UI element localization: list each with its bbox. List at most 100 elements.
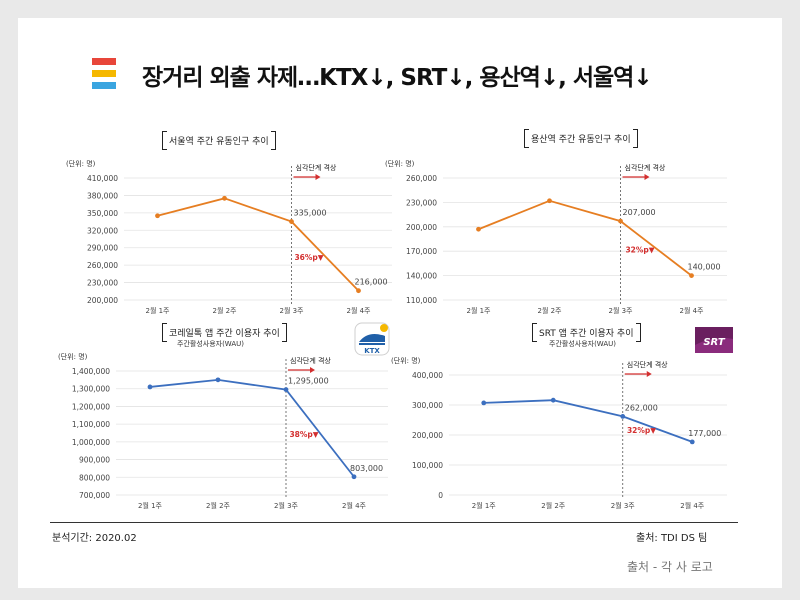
- chart-3-subtitle: 주간활성사용자(WAU): [177, 340, 244, 348]
- y-tick-label: 200,000: [406, 223, 437, 232]
- unit-label: (단위: 명): [385, 159, 415, 168]
- unit-label: (단위: 명): [391, 356, 421, 365]
- change-label: 36%p▼: [294, 253, 323, 262]
- alert-marker-label: 심각단계 격상: [625, 163, 666, 172]
- data-label: 803,000: [350, 464, 383, 473]
- alert-arrow-head: [310, 367, 315, 373]
- ktx-icon-text: KTX: [364, 347, 380, 355]
- alert-arrow-head: [644, 174, 650, 180]
- data-label: 262,000: [625, 403, 658, 412]
- data-point: [689, 273, 694, 278]
- seoul-station-chart: (단위: 명) 200,000 230,000 260,000 290,000 320,0…: [66, 159, 392, 315]
- y-tick-label: 170,000: [406, 247, 437, 256]
- series-line: [149, 378, 355, 478]
- data-point: [351, 474, 357, 480]
- y-tick-label: 260,000: [406, 174, 437, 183]
- y-tick-label: 300,000: [412, 401, 443, 410]
- y-tick-label: 0: [438, 491, 443, 500]
- y-tick-label: 290,000: [87, 244, 118, 253]
- x-tick-label: 2월 2주: [206, 501, 231, 510]
- chart-3-title: 코레일톡 앱 주간 이용자 추이: [162, 323, 287, 342]
- data-label: 177,000: [688, 429, 721, 438]
- yongsan-station-chart: (단위: 명) 110,000 140,000 170,000 200,000 230,0…: [385, 159, 727, 315]
- logo-bar-yellow: [92, 70, 116, 77]
- unit-label: (단위: 명): [58, 352, 88, 361]
- alert-marker-label: 심각단계 격상: [290, 356, 331, 365]
- x-tick-label: 2월 1주: [466, 306, 491, 315]
- data-point: [620, 414, 626, 419]
- data-point: [689, 439, 695, 445]
- alert-marker-label: 심각단계 격상: [627, 360, 668, 369]
- data-label: 1,295,000: [288, 377, 329, 386]
- y-tick-label: 700,000: [79, 491, 110, 500]
- x-tick-label: 2월 4주: [346, 306, 371, 315]
- x-tick-label: 2월 4주: [679, 306, 704, 315]
- data-point: [356, 288, 361, 294]
- change-label: 32%p▼: [625, 245, 654, 254]
- ktx-app-icon: KTX: [354, 322, 390, 356]
- y-tick-label: 230,000: [406, 198, 437, 207]
- y-tick-label: 1,000,000: [72, 438, 110, 447]
- y-tick-label: 140,000: [406, 272, 437, 281]
- data-label: 216,000: [355, 278, 388, 287]
- y-tick-label: 350,000: [87, 209, 118, 218]
- srt-app-icon: SRT: [695, 327, 733, 353]
- data-point: [289, 219, 294, 224]
- series-line: [483, 399, 693, 443]
- data-point: [547, 198, 552, 204]
- y-tick-label: 260,000: [87, 261, 118, 270]
- data-point: [283, 387, 289, 392]
- footer-source: 출처: TDI DS 팀: [636, 533, 708, 544]
- y-tick-label: 900,000: [79, 456, 110, 465]
- x-tick-label: 2월 1주: [472, 501, 497, 510]
- logo-bar-blue: [92, 82, 116, 89]
- data-point: [155, 213, 160, 219]
- alert-marker-label: 심각단계 격상: [296, 163, 337, 172]
- x-tick-label: 2월 3주: [608, 306, 633, 315]
- x-tick-label: 2월 4주: [342, 501, 367, 510]
- y-tick-label: 100,000: [412, 461, 443, 470]
- data-point: [550, 397, 556, 403]
- y-tick-label: 320,000: [87, 226, 118, 235]
- srt-icon-text: SRT: [703, 337, 725, 348]
- x-tick-label: 2월 4주: [680, 501, 705, 510]
- series-line: [478, 199, 693, 277]
- y-tick-label: 800,000: [79, 473, 110, 482]
- chart-4-title: SRT 앱 주간 이용자 추이: [532, 323, 640, 342]
- data-point: [222, 195, 227, 201]
- logo-source-note: 출처 - 각 사 로고: [627, 560, 713, 574]
- srt-app-chart: (단위: 명) 0 100,000 200,000 300,000 400,000 2월 1…: [391, 356, 727, 510]
- y-tick-label: 1,400,000: [72, 367, 110, 376]
- y-tick-label: 410,000: [87, 174, 118, 183]
- alert-arrow-head: [646, 371, 652, 377]
- y-tick-label: 1,100,000: [72, 420, 110, 429]
- x-tick-label: 2월 2주: [537, 306, 562, 315]
- data-label: 207,000: [623, 208, 656, 217]
- x-tick-label: 2월 3주: [611, 501, 636, 510]
- analysis-period: 분석기간: 2020.02: [52, 533, 137, 544]
- chart-4-subtitle: 주간활성사용자(WAU): [549, 340, 616, 348]
- data-point: [147, 384, 153, 390]
- data-point: [481, 400, 487, 406]
- data-point: [215, 377, 221, 383]
- y-tick-label: 1,300,000: [72, 385, 110, 394]
- change-label: 38%p▼: [289, 430, 318, 439]
- data-label: 335,000: [294, 209, 327, 218]
- x-tick-label: 2월 1주: [145, 306, 170, 315]
- chart-2-title: 용산역 주간 유동인구 추이: [524, 129, 638, 148]
- y-tick-label: 400,000: [412, 371, 443, 380]
- unit-label: (단위: 명): [66, 159, 96, 168]
- x-tick-label: 2월 3주: [274, 501, 299, 510]
- data-label: 140,000: [688, 263, 721, 272]
- x-tick-label: 2월 1주: [138, 501, 163, 510]
- data-point: [618, 218, 623, 224]
- slide: [18, 18, 782, 588]
- x-tick-label: 2월 2주: [212, 306, 237, 315]
- korail-app-chart: (단위: 명) 700,000 800,000 900,000 1,000,000 1,1…: [58, 352, 388, 510]
- change-label: 32%p▼: [627, 426, 656, 435]
- data-point: [476, 226, 481, 232]
- footer-divider: [50, 522, 738, 523]
- x-tick-label: 2월 3주: [279, 306, 304, 315]
- chart-1-title: 서울역 주간 유동인구 추이: [162, 131, 276, 150]
- series-line: [157, 197, 360, 292]
